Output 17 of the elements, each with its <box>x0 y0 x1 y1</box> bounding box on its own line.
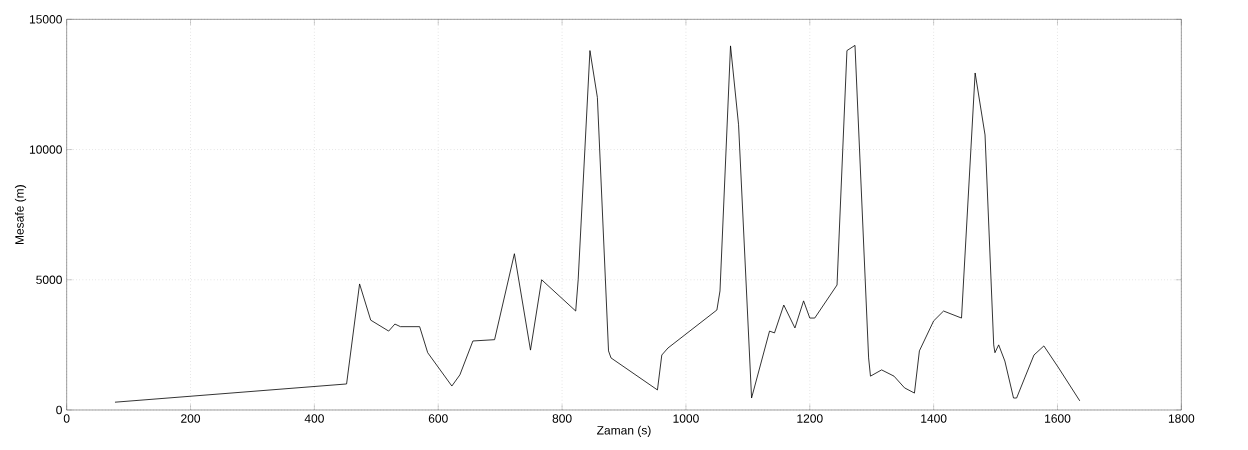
x-tick-label: 600 <box>428 414 448 423</box>
x-tick-label: 1800 <box>1168 414 1195 423</box>
x-tick-label: 1000 <box>673 414 699 423</box>
x-tick-label: 1200 <box>797 414 823 423</box>
x-tick-label: 200 <box>181 414 201 423</box>
x-axis-title: Zaman (s) <box>597 425 651 437</box>
y-tick-label: 5000 <box>36 275 62 285</box>
line-series <box>114 44 1081 403</box>
x-tick-label: 400 <box>304 414 324 423</box>
x-tick-label: 1600 <box>1045 414 1071 423</box>
y-tick-label: 10000 <box>29 145 62 154</box>
y-axis-title: Mesafe (m) <box>14 185 27 245</box>
x-tick-label: 800 <box>552 414 572 423</box>
x-tick-label: 0 <box>63 414 70 423</box>
y-tick-label: 15000 <box>29 15 62 24</box>
y-tick-label: 0 <box>56 405 62 415</box>
x-tick-label: 1400 <box>921 414 947 423</box>
